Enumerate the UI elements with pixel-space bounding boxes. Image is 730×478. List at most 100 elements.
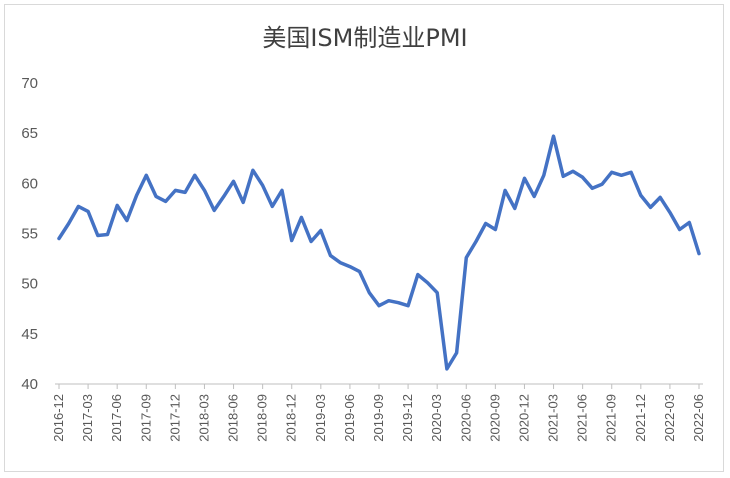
data-point [67, 222, 70, 225]
x-tick-label: 2018-12 [284, 394, 299, 442]
data-point [77, 205, 80, 208]
data-point [329, 254, 332, 257]
chart-title: 美国ISM制造业PMI [262, 24, 468, 52]
data-point [290, 239, 293, 242]
data-point [533, 195, 536, 198]
x-tick-label: 2022-06 [691, 394, 706, 442]
x-tick-label: 2016-12 [51, 394, 66, 442]
data-point [261, 184, 264, 187]
data-point [610, 171, 613, 174]
data-point [601, 183, 604, 186]
data-point [494, 228, 497, 231]
data-point [678, 228, 681, 231]
x-tick-label: 2020-12 [516, 394, 531, 442]
data-point [620, 174, 623, 177]
data-point [348, 265, 351, 268]
series-line [57, 134, 701, 371]
data-point [416, 273, 419, 276]
data-point [649, 206, 652, 209]
data-point [135, 194, 138, 197]
data-point [668, 211, 671, 214]
data-point [222, 195, 225, 198]
data-point [339, 261, 342, 264]
data-point [154, 195, 157, 198]
y-tick-label: 55 [21, 226, 38, 243]
data-point [300, 216, 303, 219]
data-point [445, 367, 448, 370]
data-point [436, 291, 439, 294]
y-tick-label: 40 [21, 376, 38, 393]
data-point [571, 170, 574, 173]
data-point [465, 256, 468, 259]
data-point [523, 177, 526, 180]
x-tick-label: 2021-12 [633, 394, 648, 442]
data-point [281, 189, 284, 192]
x-tick-label: 2017-12 [167, 394, 182, 442]
data-point [87, 210, 90, 213]
chart-frame [4, 4, 724, 472]
data-point [96, 234, 99, 237]
data-point [542, 174, 545, 177]
x-tick-label: 2021-03 [546, 394, 561, 442]
data-point [581, 176, 584, 179]
data-point [193, 174, 196, 177]
data-point [271, 205, 274, 208]
data-point [145, 174, 148, 177]
data-point [639, 194, 642, 197]
x-tick-label: 2022-03 [662, 394, 677, 442]
data-point [698, 252, 701, 255]
data-point [455, 351, 458, 354]
x-tick-label: 2019-06 [342, 394, 357, 442]
data-point [591, 187, 594, 190]
y-tick-label: 45 [21, 326, 38, 343]
data-point [407, 304, 410, 307]
data-point [474, 240, 477, 243]
data-point [125, 219, 128, 222]
data-point [659, 196, 662, 199]
data-point [58, 237, 61, 240]
x-tick-label: 2018-06 [226, 394, 241, 442]
x-tick-label: 2017-06 [109, 394, 124, 442]
x-tick-label: 2019-03 [313, 394, 328, 442]
x-tick-label: 2017-03 [80, 394, 95, 442]
data-point [688, 221, 691, 224]
x-tick-label: 2021-06 [575, 394, 590, 442]
data-point [319, 229, 322, 232]
x-tick-label: 2021-09 [604, 394, 619, 442]
data-point [387, 299, 390, 302]
data-point [232, 180, 235, 183]
data-point [368, 291, 371, 294]
y-tick-label: 70 [21, 75, 38, 92]
data-point [203, 189, 206, 192]
data-point [484, 222, 487, 225]
x-tick-label: 2018-09 [255, 394, 270, 442]
y-tick-label: 65 [21, 125, 38, 142]
x-tick-label: 2017-09 [138, 394, 153, 442]
x-tick-label: 2019-09 [371, 394, 386, 442]
data-point [513, 207, 516, 210]
x-tick-label: 2018-03 [196, 394, 211, 442]
x-tick-label: 2019-12 [400, 394, 415, 442]
data-point [174, 189, 177, 192]
data-point [213, 209, 216, 212]
data-point [116, 204, 119, 207]
data-point [504, 189, 507, 192]
x-tick-label: 2020-09 [487, 394, 502, 442]
data-point [242, 201, 245, 204]
data-point [251, 169, 254, 172]
data-point [378, 304, 381, 307]
data-point [106, 233, 109, 236]
y-tick-label: 60 [21, 175, 38, 192]
data-point [184, 191, 187, 194]
data-point [426, 281, 429, 284]
data-point [358, 270, 361, 273]
data-point [562, 175, 565, 178]
y-tick-label: 50 [21, 276, 38, 293]
data-point [397, 301, 400, 304]
x-tick-label: 2020-03 [429, 394, 444, 442]
x-tick-label: 2020-06 [458, 394, 473, 442]
data-point [630, 171, 633, 174]
data-point [552, 135, 555, 138]
data-point [164, 200, 167, 203]
data-point [310, 240, 313, 243]
